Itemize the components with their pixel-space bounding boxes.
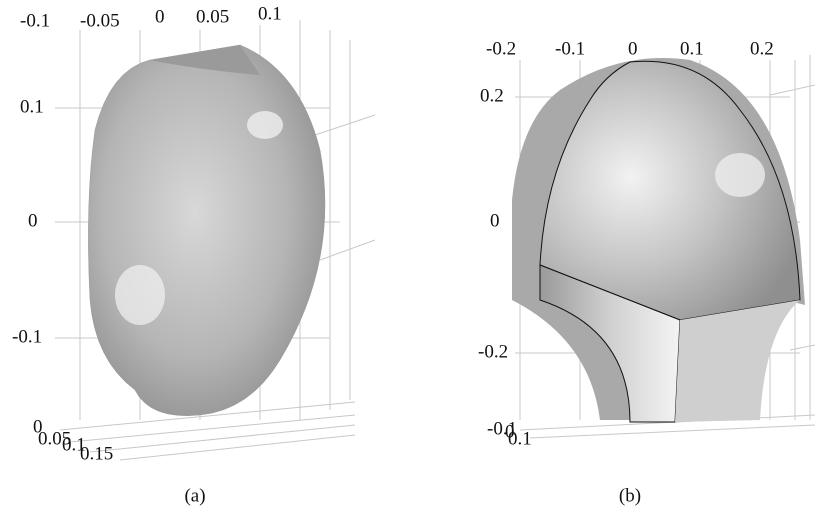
- tick-label: 0.2: [480, 85, 504, 106]
- tick-label: 0: [155, 6, 165, 27]
- tick-label: 0: [28, 210, 38, 231]
- surface-a: [88, 45, 325, 416]
- tick-label: 0.15: [80, 443, 113, 464]
- tick-label: -0.1: [555, 38, 585, 59]
- tick-label: -0.1: [20, 10, 50, 31]
- tick-label: 0.2: [750, 38, 774, 59]
- tick-label: -0.2: [486, 38, 516, 59]
- tick-label: 0: [628, 38, 638, 59]
- tick-label: 0: [490, 210, 500, 231]
- highlight: [115, 265, 165, 325]
- tick-label: -0.05: [80, 10, 120, 31]
- surface-b-cut: [675, 300, 800, 422]
- caption: (b): [619, 485, 641, 506]
- figure: -0.1 -0.05 0 0.05 0.1 0.1 0 -0.1 0 0.05 …: [0, 0, 818, 515]
- tick-label: 0.1: [258, 3, 282, 24]
- tick-label: 0.1: [680, 38, 704, 59]
- highlight: [715, 153, 765, 197]
- caption: (a): [184, 485, 205, 506]
- highlight: [247, 111, 283, 139]
- tick-label: -0.1: [12, 326, 42, 347]
- tick-label: 0.1: [20, 96, 44, 117]
- tick-label: -0.2: [478, 341, 508, 362]
- tick-label: 0.05: [196, 6, 229, 27]
- tick-label: 0.1: [508, 428, 532, 449]
